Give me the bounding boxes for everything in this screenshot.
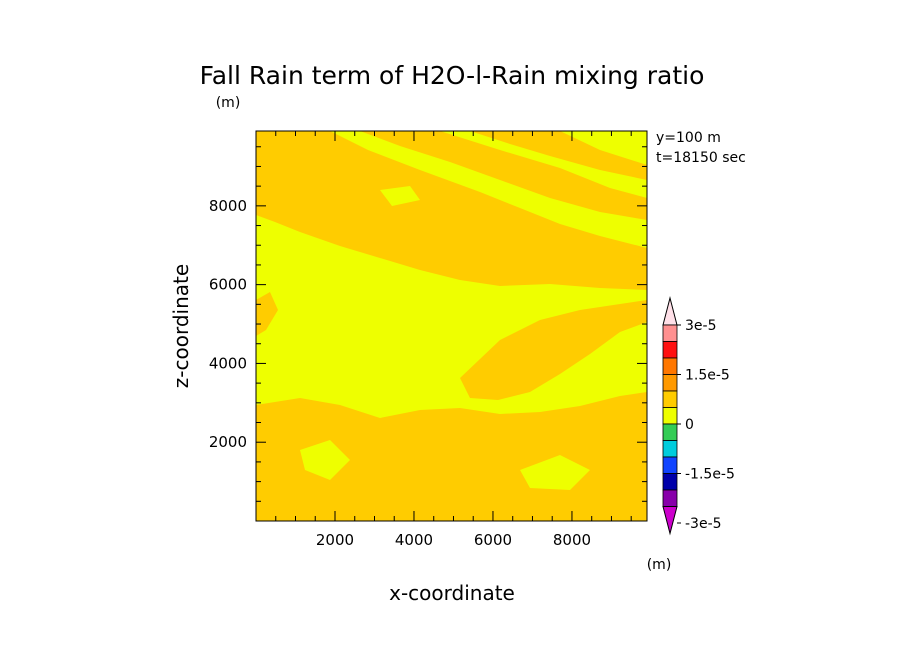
x-tick-label: 8000 xyxy=(553,531,591,549)
colorbar-segment xyxy=(662,324,678,342)
colorbar-level-label: 3e-5 xyxy=(685,318,716,334)
yellow-contour-region xyxy=(380,186,420,206)
y-unit-label: (m) xyxy=(216,95,241,111)
colorbar-top-arrow xyxy=(662,296,678,326)
orange-contour-region xyxy=(470,131,647,180)
x-tick-label: 4000 xyxy=(395,531,433,549)
orange-contour-regions xyxy=(256,131,647,521)
plot-frame xyxy=(255,130,648,522)
y-tick-label: 8000 xyxy=(209,197,247,215)
chart-title: Fall Rain term of H2O-l-Rain mixing rati… xyxy=(200,61,705,90)
colorbar-bottom-arrow xyxy=(662,506,678,536)
y-tick-label: 2000 xyxy=(209,433,247,451)
colorbar-segment xyxy=(662,357,678,375)
colorbar-level-label: 0 xyxy=(685,417,694,433)
colorbar-unit-label: (m) xyxy=(647,557,672,573)
orange-contour-region xyxy=(256,292,278,336)
colorbar-segment xyxy=(662,341,678,359)
colorbar: 3e-5 1.5e-5 0 -1.5e-5 -3e-5 xyxy=(662,296,735,536)
colorbar-segment xyxy=(662,473,678,491)
orange-contour-region xyxy=(360,131,647,220)
yellow-contour-region xyxy=(300,440,350,480)
annotation-y: y=100 m xyxy=(656,130,721,146)
colorbar-segment xyxy=(662,374,678,392)
colorbar-segment xyxy=(662,423,678,441)
yellow-contour-region xyxy=(520,455,590,490)
y-tick-label: 6000 xyxy=(209,276,247,294)
colorbar-segment xyxy=(662,440,678,458)
y-tick-label: 4000 xyxy=(209,354,247,372)
plot-area: 2000 4000 6000 8000 2000 4000 6000 8000 xyxy=(209,130,648,549)
x-tick-label: 6000 xyxy=(474,531,512,549)
y-axis-label: z-coordinate xyxy=(169,264,193,388)
colorbar-segment xyxy=(662,407,678,425)
x-tick-label: 2000 xyxy=(316,531,354,549)
orange-contour-region xyxy=(460,300,647,400)
x-axis-label: x-coordinate xyxy=(389,581,515,605)
colorbar-segment xyxy=(662,456,678,474)
annotation-t: t=18150 sec xyxy=(656,150,746,166)
colorbar-segment xyxy=(662,489,678,507)
colorbar-level-label: 1.5e-5 xyxy=(685,368,730,384)
colorbar-level-label: -1.5e-5 xyxy=(685,467,735,483)
colorbar-segment xyxy=(662,390,678,408)
axes: 2000 4000 6000 8000 2000 4000 6000 8000 xyxy=(209,131,647,549)
colorbar-level-label: -3e-5 xyxy=(685,516,722,532)
orange-contour-region xyxy=(256,131,647,290)
